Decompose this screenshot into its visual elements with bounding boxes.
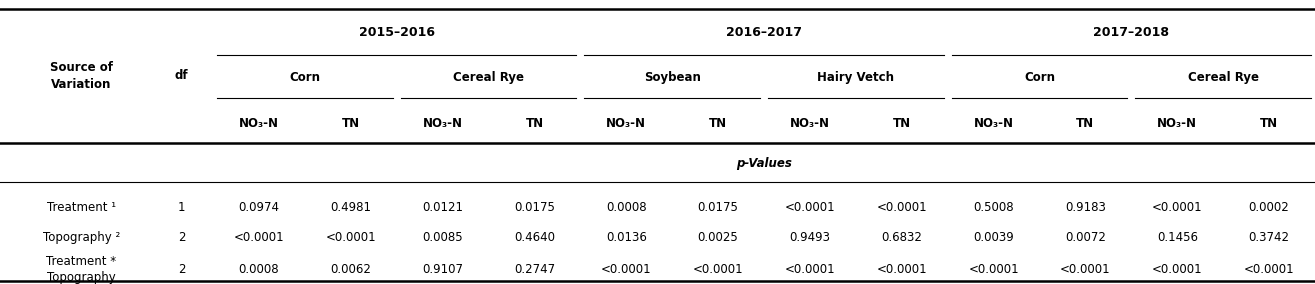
Text: 0.3742: 0.3742 (1248, 231, 1290, 245)
Text: NO₃-N: NO₃-N (973, 117, 1014, 130)
Text: 0.0002: 0.0002 (1249, 201, 1290, 214)
Text: Soybean: Soybean (644, 71, 701, 84)
Text: 1: 1 (178, 201, 185, 214)
Text: 0.0039: 0.0039 (973, 231, 1014, 245)
Text: <0.0001: <0.0001 (877, 263, 927, 276)
Text: 2017–2018: 2017–2018 (1093, 26, 1169, 39)
Text: 2016–2017: 2016–2017 (726, 26, 802, 39)
Text: <0.0001: <0.0001 (877, 201, 927, 214)
Text: 0.0974: 0.0974 (238, 201, 280, 214)
Text: 2: 2 (178, 263, 185, 276)
Text: NO₃-N: NO₃-N (1157, 117, 1197, 130)
Text: 2: 2 (178, 231, 185, 245)
Text: NO₃-N: NO₃-N (790, 117, 830, 130)
Text: <0.0001: <0.0001 (785, 263, 835, 276)
Text: Cereal Rye: Cereal Rye (454, 71, 523, 84)
Text: <0.0001: <0.0001 (785, 201, 835, 214)
Text: Cereal Rye: Cereal Rye (1187, 71, 1258, 84)
Text: 0.9107: 0.9107 (422, 263, 463, 276)
Text: <0.0001: <0.0001 (234, 231, 284, 245)
Text: 0.0085: 0.0085 (422, 231, 463, 245)
Text: Treatment *
Topography: Treatment * Topography (46, 255, 117, 284)
Text: 0.4640: 0.4640 (514, 231, 555, 245)
Text: <0.0001: <0.0001 (601, 263, 651, 276)
Text: 0.0062: 0.0062 (330, 263, 371, 276)
Text: 0.0175: 0.0175 (698, 201, 739, 214)
Text: TN: TN (1077, 117, 1094, 130)
Text: TN: TN (1260, 117, 1278, 130)
Text: 0.0072: 0.0072 (1065, 231, 1106, 245)
Text: Corn: Corn (289, 71, 321, 84)
Text: 0.1456: 0.1456 (1157, 231, 1198, 245)
Text: TN: TN (342, 117, 360, 130)
Text: 0.6832: 0.6832 (881, 231, 922, 245)
Text: <0.0001: <0.0001 (968, 263, 1019, 276)
Text: 0.0121: 0.0121 (422, 201, 463, 214)
Text: NO₃-N: NO₃-N (606, 117, 646, 130)
Text: 0.9183: 0.9183 (1065, 201, 1106, 214)
Text: 0.0025: 0.0025 (698, 231, 739, 245)
Text: NO₃-N: NO₃-N (239, 117, 279, 130)
Text: df: df (175, 70, 188, 82)
Text: 2015–2016: 2015–2016 (359, 26, 435, 39)
Text: Corn: Corn (1024, 71, 1055, 84)
Text: <0.0001: <0.0001 (1152, 201, 1202, 214)
Text: 0.4981: 0.4981 (330, 201, 371, 214)
Text: <0.0001: <0.0001 (326, 231, 376, 245)
Text: <0.0001: <0.0001 (693, 263, 743, 276)
Text: TN: TN (709, 117, 727, 130)
Text: Source of
Variation: Source of Variation (50, 61, 113, 91)
Text: Topography ²: Topography ² (43, 231, 120, 245)
Text: Hairy Vetch: Hairy Vetch (818, 71, 894, 84)
Text: NO₃-N: NO₃-N (422, 117, 463, 130)
Text: TN: TN (893, 117, 911, 130)
Text: 0.0175: 0.0175 (514, 201, 555, 214)
Text: <0.0001: <0.0001 (1060, 263, 1111, 276)
Text: 0.0008: 0.0008 (606, 201, 647, 214)
Text: 0.9493: 0.9493 (789, 231, 831, 245)
Text: Treatment ¹: Treatment ¹ (47, 201, 116, 214)
Text: 0.2747: 0.2747 (514, 263, 555, 276)
Text: 0.0136: 0.0136 (606, 231, 647, 245)
Text: 0.5008: 0.5008 (973, 201, 1014, 214)
Text: <0.0001: <0.0001 (1152, 263, 1202, 276)
Text: 0.0008: 0.0008 (238, 263, 279, 276)
Text: p-Values: p-Values (736, 157, 792, 170)
Text: TN: TN (526, 117, 543, 130)
Text: <0.0001: <0.0001 (1244, 263, 1294, 276)
